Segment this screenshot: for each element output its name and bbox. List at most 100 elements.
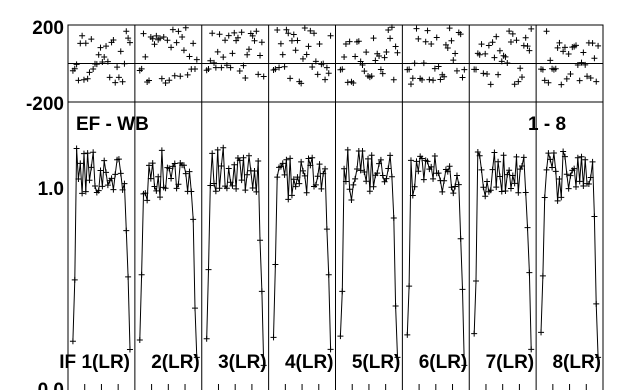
amp-point [561,153,568,160]
amp-point [526,269,533,276]
amp-point [216,185,223,192]
amp-point [290,176,297,183]
amp-point [220,144,227,151]
amp-point [188,188,195,195]
amp-point [500,152,507,159]
amp-point [496,173,503,180]
amp-series-line [139,150,198,358]
amp-point [294,174,301,181]
phase-point [554,44,561,51]
amp-point [428,163,435,170]
phase-point [227,64,234,71]
phase-point [257,52,264,59]
phase-point [309,63,316,70]
phase-point [519,74,526,81]
phase-point [415,35,422,42]
amp-point [431,153,438,160]
amp-point [381,178,388,185]
amp-point [80,150,87,157]
amp-point [180,162,187,169]
amp-point [444,168,451,175]
phase-point [507,39,514,46]
amp-point [318,185,325,192]
phase-point [249,32,256,39]
phase-point [234,34,241,41]
phase-point [164,37,171,44]
phase-point [126,39,133,46]
phase-point [272,66,279,73]
amp-point [452,183,459,190]
phase-point [253,28,260,35]
phase-point [251,37,258,44]
phase-point [450,57,457,64]
phase-point [140,30,147,37]
phase-point [212,64,219,71]
amp-point [587,174,594,181]
amp-point [474,149,481,156]
amp-point [123,227,130,234]
amp-point [567,172,574,179]
phase-point [325,70,332,77]
amp-point [151,183,158,190]
phase-point [496,47,503,54]
amp-point [493,184,500,191]
phase-point [459,74,466,81]
if-label: IF 1(LR) [59,352,130,373]
amp-point [173,185,180,192]
phase-point [346,38,353,45]
phase-point [117,48,124,55]
amp-point [385,165,392,172]
amp-point [459,286,466,293]
phase-point [279,51,286,58]
amp-point [387,152,394,159]
phase-point [160,34,167,41]
phase-point [145,77,152,84]
amp-point [507,185,514,192]
amp-point [342,178,349,185]
phase-point [573,42,580,49]
phase-point [461,66,468,73]
amp-point [502,187,509,194]
amp-point [550,149,557,156]
phase-point [277,40,284,47]
phase-point [506,28,513,35]
amp-point [560,148,567,155]
amp-point [504,171,511,178]
amp-point [257,237,264,244]
phase-point [225,32,232,39]
amp-series-line [540,151,599,358]
amp-point [193,354,200,361]
amp-point [214,146,221,153]
amp-point [99,183,106,190]
amp-point [353,165,360,172]
amp-point [186,168,193,175]
phase-point [424,27,431,34]
phase-point [411,60,418,67]
phase-point [580,49,587,56]
amp-series-line [473,151,532,350]
phase-point [377,66,384,73]
phase-point [260,73,267,80]
amp-point [249,185,256,192]
amp-point [457,235,464,242]
amp-point [406,283,413,290]
amp-point [413,158,420,165]
phase-point [101,54,108,61]
amp-point [171,160,178,167]
amp-point [435,170,442,177]
amp-point [79,190,86,197]
phase-point [567,70,574,77]
amp-point [419,155,426,162]
amp-point [487,187,494,194]
amp-point [149,160,156,167]
amp-point [97,167,104,174]
amp-point [242,187,249,194]
phase-point [476,51,483,58]
phase-point [80,76,87,83]
phase-point [368,73,375,80]
amp-point [506,167,513,174]
phase-point [448,37,455,44]
amp-point [376,160,383,167]
amp-point [258,288,265,295]
